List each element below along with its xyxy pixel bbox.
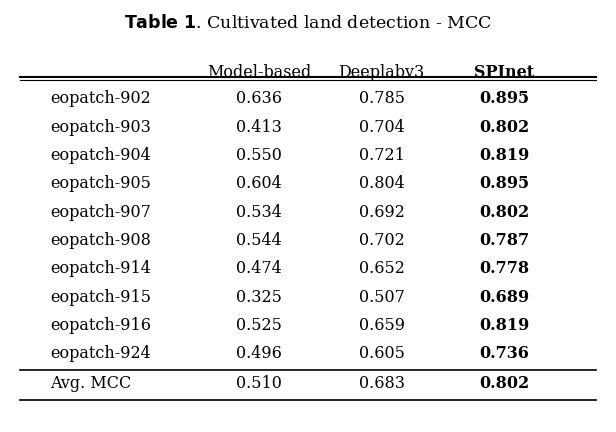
Text: 0.534: 0.534 <box>236 203 282 221</box>
Text: 0.819: 0.819 <box>479 317 529 334</box>
Text: 0.785: 0.785 <box>359 90 405 107</box>
Text: 0.736: 0.736 <box>479 345 529 362</box>
Text: 0.802: 0.802 <box>479 118 529 136</box>
Text: 0.550: 0.550 <box>236 147 282 164</box>
Text: 0.895: 0.895 <box>479 90 529 107</box>
Text: eopatch-908: eopatch-908 <box>51 232 152 249</box>
Text: 0.605: 0.605 <box>359 345 405 362</box>
Text: 0.819: 0.819 <box>479 147 529 164</box>
Text: eopatch-916: eopatch-916 <box>51 317 152 334</box>
Text: 0.652: 0.652 <box>359 260 405 277</box>
Text: 0.510: 0.510 <box>236 375 282 392</box>
Text: 0.702: 0.702 <box>359 232 405 249</box>
Text: 0.604: 0.604 <box>236 175 282 192</box>
Text: SPInet: SPInet <box>474 64 534 81</box>
Text: eopatch-902: eopatch-902 <box>51 90 151 107</box>
Text: 0.325: 0.325 <box>236 289 282 305</box>
Text: Avg. MCC: Avg. MCC <box>51 375 132 392</box>
Text: 0.689: 0.689 <box>479 289 529 305</box>
Text: 0.704: 0.704 <box>359 118 405 136</box>
Text: 0.683: 0.683 <box>359 375 405 392</box>
Text: eopatch-914: eopatch-914 <box>51 260 152 277</box>
Text: 0.804: 0.804 <box>359 175 405 192</box>
Text: eopatch-907: eopatch-907 <box>51 203 152 221</box>
Text: eopatch-903: eopatch-903 <box>51 118 152 136</box>
Text: eopatch-905: eopatch-905 <box>51 175 152 192</box>
Text: $\bf{Table\ 1}$. Cultivated land detection - MCC: $\bf{Table\ 1}$. Cultivated land detecti… <box>124 14 492 32</box>
Text: Deeplabv3: Deeplabv3 <box>338 64 424 81</box>
Text: 0.659: 0.659 <box>359 317 405 334</box>
Text: 0.525: 0.525 <box>236 317 282 334</box>
Text: 0.692: 0.692 <box>359 203 405 221</box>
Text: 0.787: 0.787 <box>479 232 529 249</box>
Text: 0.721: 0.721 <box>359 147 405 164</box>
Text: eopatch-904: eopatch-904 <box>51 147 151 164</box>
Text: 0.802: 0.802 <box>479 375 529 392</box>
Text: eopatch-915: eopatch-915 <box>51 289 152 305</box>
Text: 0.802: 0.802 <box>479 203 529 221</box>
Text: Model-based: Model-based <box>207 64 311 81</box>
Text: 0.778: 0.778 <box>479 260 529 277</box>
Text: eopatch-924: eopatch-924 <box>51 345 151 362</box>
Text: 0.413: 0.413 <box>236 118 282 136</box>
Text: 0.544: 0.544 <box>236 232 282 249</box>
Text: 0.507: 0.507 <box>359 289 405 305</box>
Text: 0.496: 0.496 <box>236 345 282 362</box>
Text: 0.895: 0.895 <box>479 175 529 192</box>
Text: 0.636: 0.636 <box>236 90 282 107</box>
Text: 0.474: 0.474 <box>236 260 282 277</box>
